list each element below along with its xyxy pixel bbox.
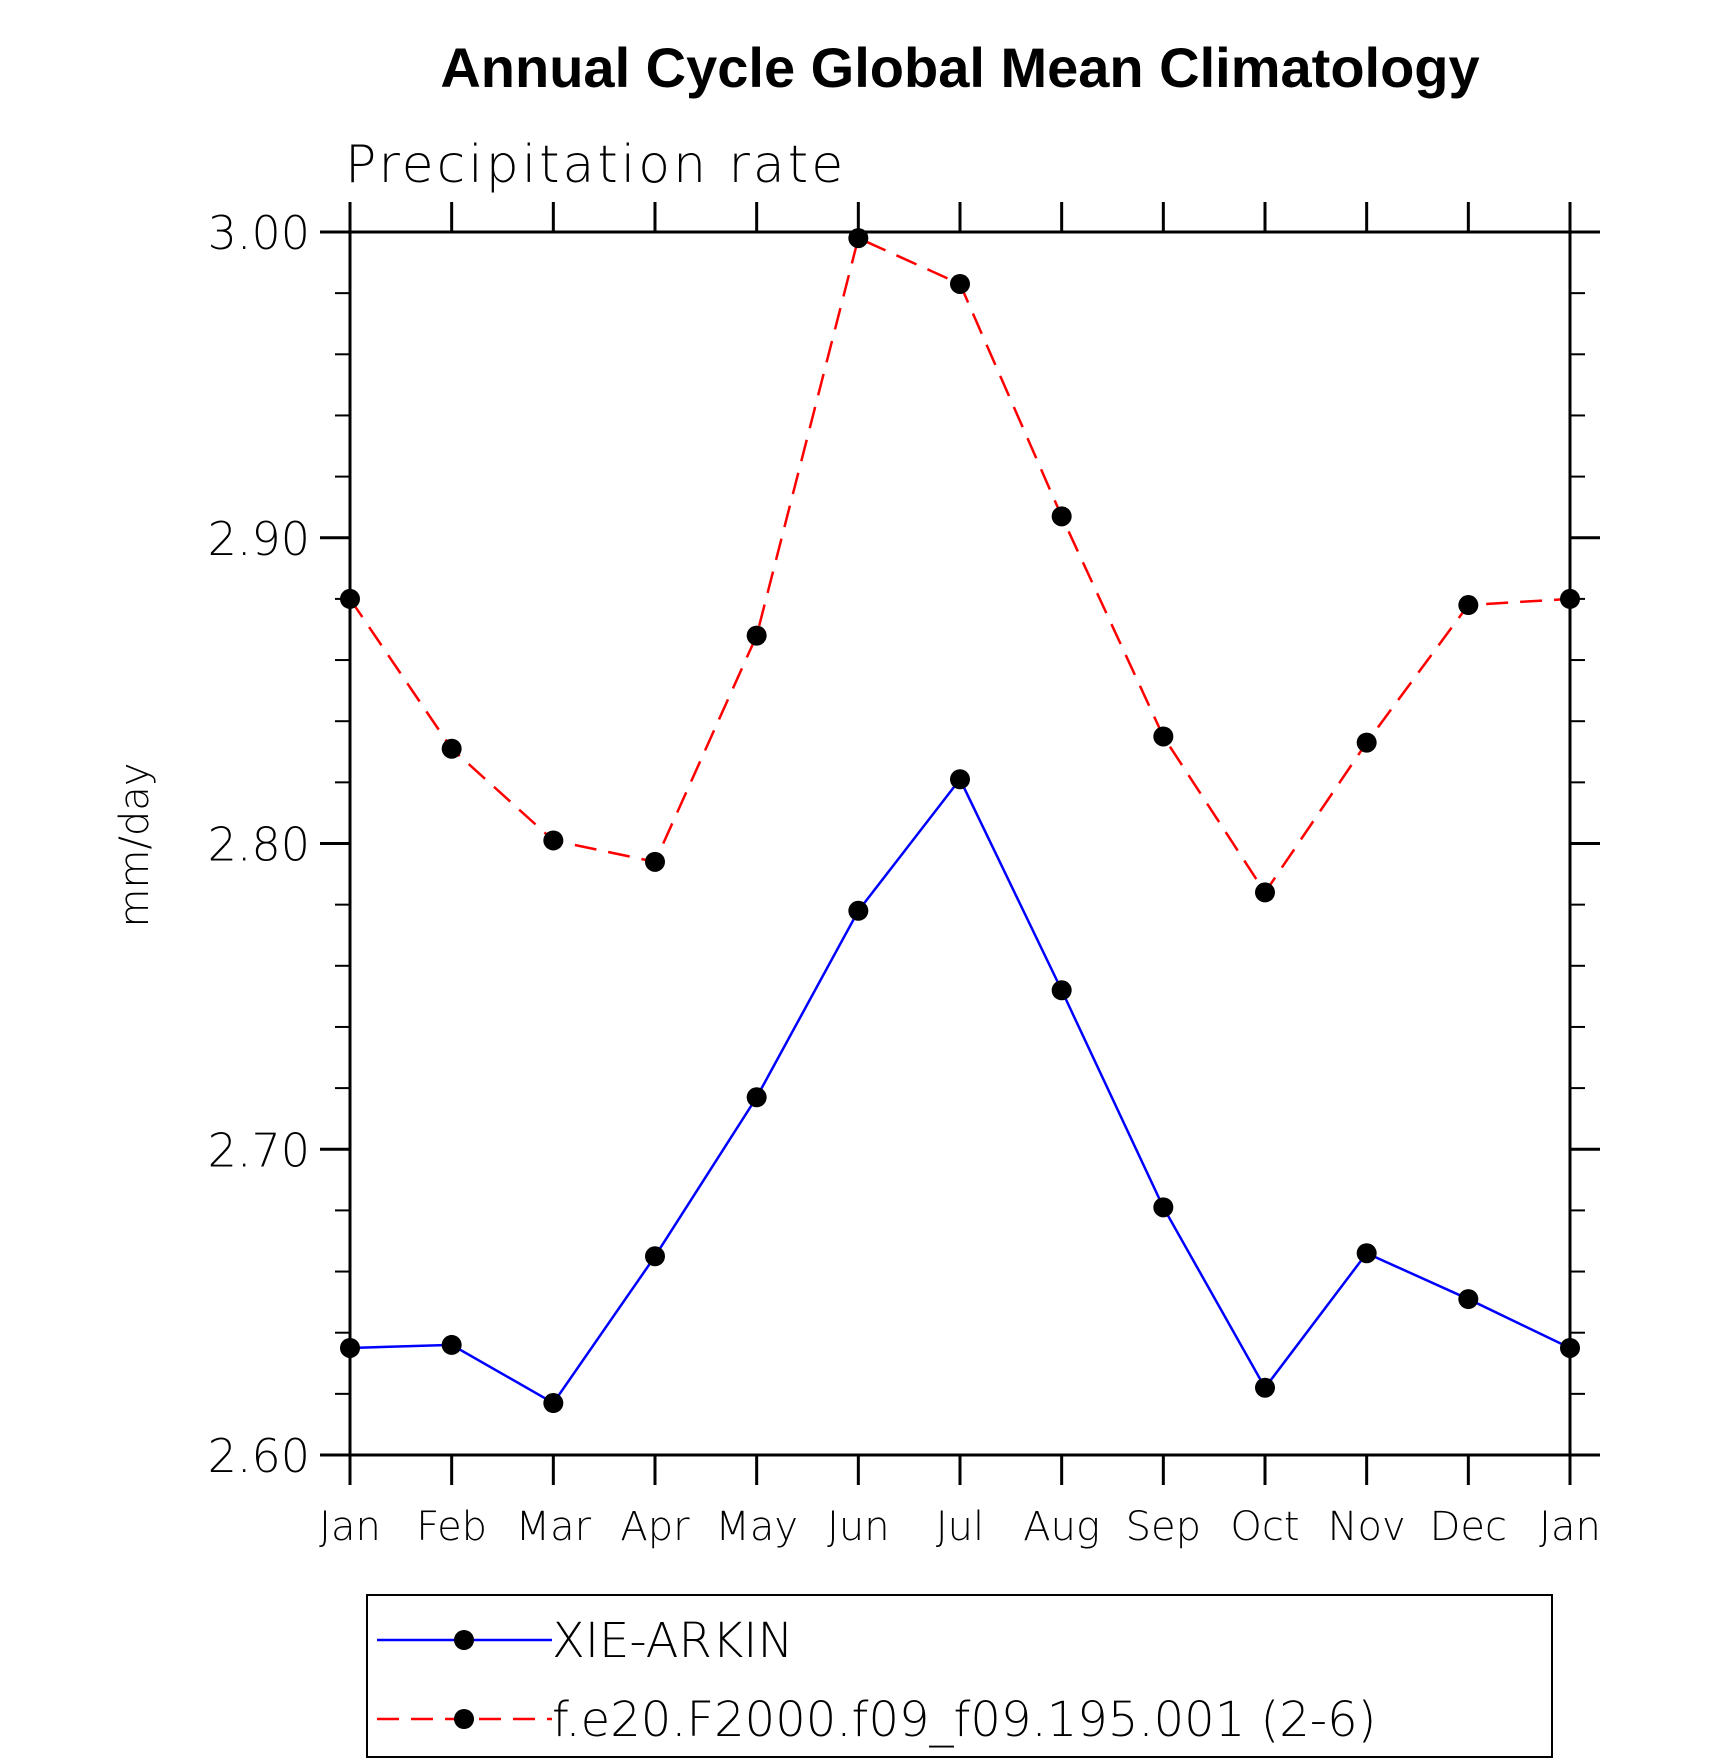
legend-label-2: f.e20.F2000.f09_f09.195.001 (2-6) <box>552 1692 1376 1748</box>
series-1-point <box>1255 1377 1275 1398</box>
plot-frame <box>348 230 1572 1457</box>
y-tick-label: 2.80 <box>208 818 310 872</box>
series-2-point <box>1153 726 1174 747</box>
series-1-point <box>950 769 970 790</box>
series-1-point <box>1356 1243 1377 1264</box>
legend-label-1: XIE-ARKIN <box>552 1613 793 1669</box>
series-2-point <box>543 830 564 851</box>
series-2-point <box>1255 882 1275 903</box>
series-1-point <box>746 1087 767 1108</box>
series-1-point <box>1153 1197 1174 1218</box>
x-tick-label: Feb <box>416 1504 487 1550</box>
series-line-2 <box>348 236 1571 895</box>
x-tick-label: Oct <box>1230 1504 1299 1550</box>
legend-box <box>366 1594 1553 1758</box>
x-tick-label: May <box>715 1504 798 1550</box>
series-1-point <box>848 900 869 921</box>
legend-marker-1 <box>454 1630 474 1650</box>
series-2-point <box>746 625 767 646</box>
series-1-point <box>340 1337 360 1358</box>
chart-subtitle: Precipitation rate <box>345 135 846 195</box>
y-tick-label: 2.70 <box>208 1123 310 1177</box>
series-2-point <box>950 273 970 294</box>
series-1-point <box>1560 1337 1580 1358</box>
legend: XIE-ARKIN f.e20.F2000.f09_f09.195.001 (2-… <box>366 1594 1553 1758</box>
series-2-point <box>340 588 360 609</box>
x-tick-label: Jul <box>936 1504 984 1550</box>
series-2-point <box>1458 595 1479 616</box>
series-2-point <box>1356 732 1377 753</box>
series-1-point <box>543 1393 564 1414</box>
series-1-point <box>1051 980 1072 1001</box>
legend-marker-2 <box>454 1709 474 1729</box>
plot-area: Jan Feb Mar Apr May Jun Jul Aug Sep Oct Nov Dec Jan2… <box>208 202 1601 1550</box>
y-axis-label: mm/day <box>112 763 158 928</box>
x-tick-label: Jan <box>319 1504 381 1550</box>
series-2-point <box>441 738 462 759</box>
series-2-point <box>848 228 869 249</box>
series-2-point <box>1051 506 1072 527</box>
series-2-point <box>1560 588 1580 609</box>
chart-title: Annual Cycle Global Mean Climatology <box>440 36 1479 99</box>
series-1-point <box>1458 1289 1479 1310</box>
x-tick-label: Dec <box>1430 1504 1507 1550</box>
series-1-point <box>441 1334 462 1355</box>
series-1-point <box>645 1246 665 1267</box>
x-tick-label: Jun <box>827 1504 890 1550</box>
series-2-point <box>645 851 665 872</box>
y-tick-label: 2.90 <box>208 512 310 566</box>
x-tick-label: Apr <box>620 1504 690 1550</box>
y-tick-label: 3.00 <box>208 206 310 260</box>
x-tick-label: Sep <box>1126 1504 1201 1550</box>
x-tick-label: Aug <box>1023 1504 1100 1550</box>
y-tick-label: 2.60 <box>208 1429 310 1483</box>
x-tick-label: Jan <box>1539 1504 1601 1550</box>
series-line-1 <box>349 776 1571 1405</box>
x-tick-label: Nov <box>1328 1504 1406 1550</box>
x-tick-label: Mar <box>516 1504 592 1550</box>
